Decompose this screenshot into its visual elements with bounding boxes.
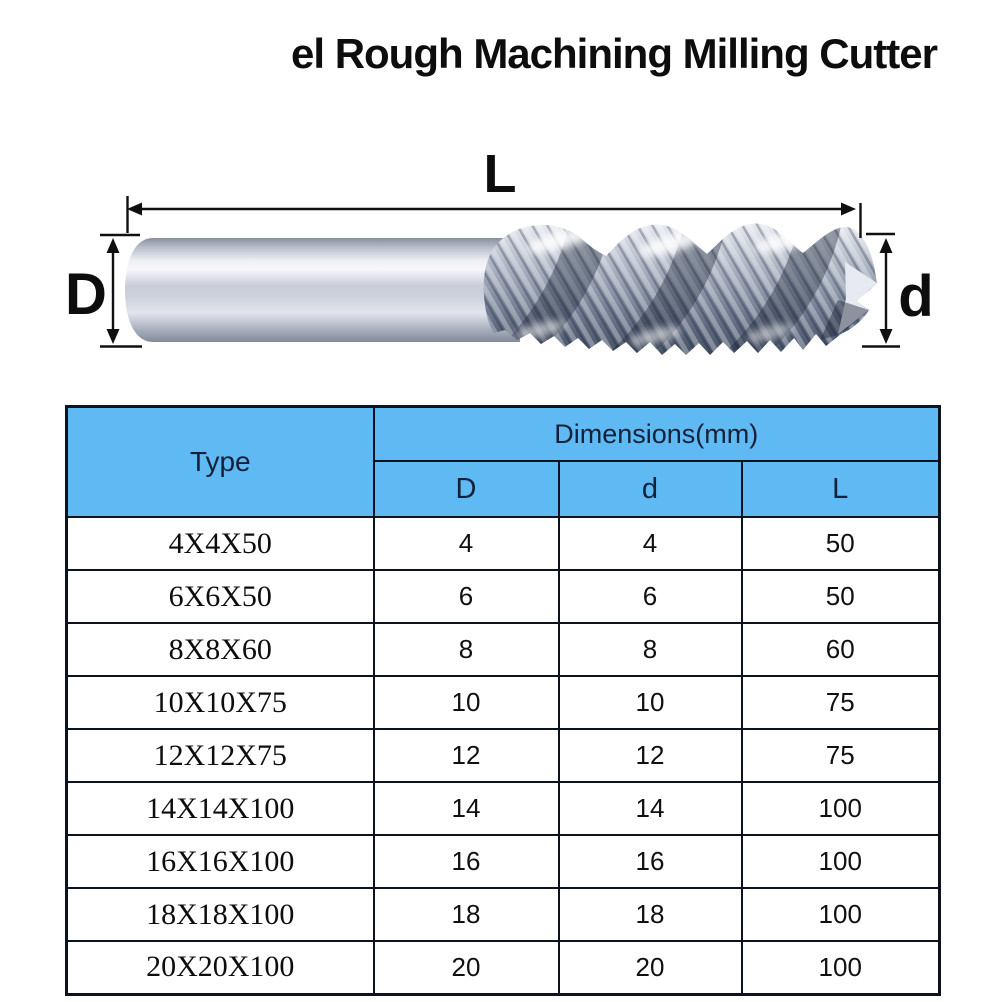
diameter-major-cell: 4 [372,516,560,571]
diameter-minor-cell: 20 [557,940,743,995]
diameter-minor-cell: 6 [557,569,743,624]
arrowhead-left-icon [127,202,142,216]
diameter-major-cell: 6 [372,569,560,624]
type-cell: 16X16X100 [65,834,375,889]
type-cell: 12X12X75 [65,728,375,783]
length-label: L [484,144,517,204]
table-row: 18X18X100 18 18 100 [65,887,941,942]
spec-table-body: 4X4X50 4 4 50 6X6X50 6 6 50 8X8X60 8 8 6… [65,516,941,995]
table-row: 10X10X75 10 10 75 [65,675,941,730]
table-row: 12X12X75 12 12 75 [65,728,941,783]
length-cell: 75 [740,728,941,783]
endmill-shank [125,238,520,342]
length-cell: 60 [740,622,941,677]
col-header-L: L [740,460,941,518]
diameter-minor-cell: 16 [557,834,743,889]
table-row: 16X16X100 16 16 100 [65,834,941,889]
diameter-major-cell: 18 [372,887,560,942]
table-row: 14X14X100 14 14 100 [65,781,941,836]
type-cell: 6X6X50 [65,569,375,624]
length-cell: 100 [740,940,941,995]
arrowhead-up-icon [106,238,120,253]
diameter-major-cell: 10 [372,675,560,730]
length-cell: 50 [740,569,941,624]
col-header-D: D [372,460,560,518]
length-cell: 100 [740,887,941,942]
length-cell: 100 [740,834,941,889]
length-cell: 75 [740,675,941,730]
arrowhead-down-icon [879,329,893,344]
col-header-d: d [557,460,743,518]
arrowhead-down-icon [106,329,120,344]
arrowhead-right-icon [841,202,856,216]
diameter-major-cell: 20 [372,940,560,995]
diameter-minor-cell: 18 [557,887,743,942]
dimension-length [126,196,862,238]
table-row: 6X6X50 6 6 50 [65,569,941,624]
endmill-diagram: L D d [65,144,934,355]
arrowhead-up-icon [879,238,893,253]
type-header: Type [65,405,375,518]
dimensions-header: Dimensions(mm) [372,405,941,462]
type-cell: 18X18X100 [65,887,375,942]
type-cell: 4X4X50 [65,516,375,571]
diameter-minor-cell: 8 [557,622,743,677]
type-cell: 8X8X60 [65,622,375,677]
table-row: 4X4X50 4 4 50 [65,516,941,571]
dimension-cutting-diameter [862,232,900,348]
table-row: 20X20X100 20 20 100 [65,940,941,995]
shank-diameter-label: D [65,262,107,327]
cutting-diameter-label: d [898,264,933,329]
length-cell: 100 [740,781,941,836]
dimension-shank-diameter [100,233,142,348]
spec-table: Type Dimensions(mm) D d L 4X4X50 4 4 50 … [65,405,941,996]
type-cell: 10X10X75 [65,675,375,730]
table-row: 8X8X60 8 8 60 [65,622,941,677]
type-cell: 14X14X100 [65,781,375,836]
diameter-major-cell: 8 [372,622,560,677]
diameter-minor-cell: 12 [557,728,743,783]
type-cell: 20X20X100 [65,940,375,995]
diameter-minor-cell: 4 [557,516,743,571]
diameter-major-cell: 12 [372,728,560,783]
diameter-major-cell: 16 [372,834,560,889]
length-cell: 50 [740,516,941,571]
diameter-major-cell: 14 [372,781,560,836]
diameter-minor-cell: 10 [557,675,743,730]
diameter-minor-cell: 14 [557,781,743,836]
page-title: el Rough Machining Milling Cutter [291,30,938,77]
endmill-illustration [125,223,877,355]
